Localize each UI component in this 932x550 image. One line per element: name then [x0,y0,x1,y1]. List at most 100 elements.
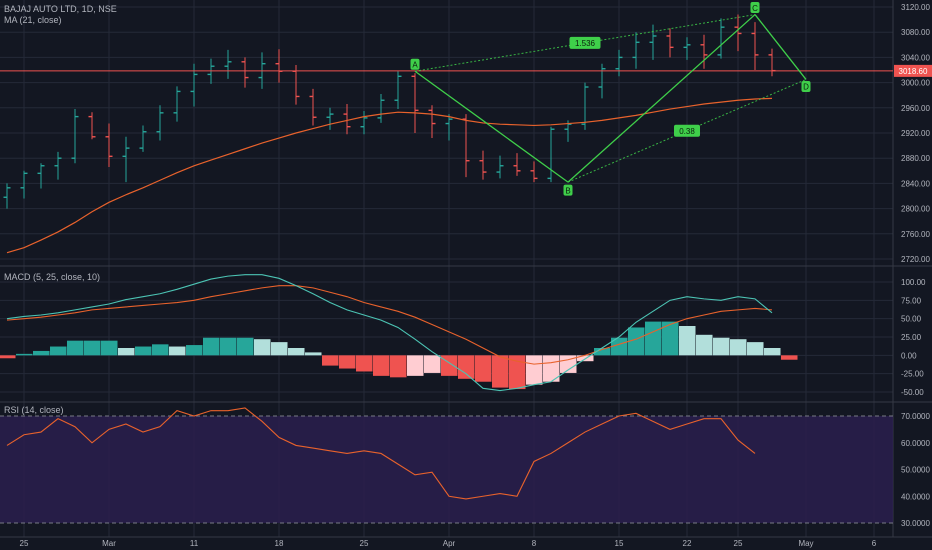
price-tick-label: 2760.00 [901,230,930,239]
time-tick-label: May [798,539,813,548]
pattern-leg [754,14,807,80]
macd-tick-label: 75.00 [901,296,922,305]
time-tick-label: 18 [275,539,284,548]
macd-histogram-bar [0,355,16,359]
macd-histogram-bar [271,342,288,356]
time-tick-label: 6 [872,539,877,548]
macd-tick-label: 0.00 [901,351,917,360]
macd-histogram-bar [186,345,203,356]
macd-histogram-bar [526,355,543,385]
macd-tick-label: -50.00 [901,388,924,397]
macd-tick-label: 25.00 [901,333,922,342]
macd-histogram-bar [16,353,33,356]
price-tick-label: 2800.00 [901,205,930,214]
rsi-legend: RSI (14, close) [4,405,64,415]
rsi-tick-label: 30.0000 [901,519,930,528]
ma-label: MA (21, close) [4,15,62,25]
macd-histogram-bar [220,337,237,356]
pattern-point-d-box [801,80,811,92]
rsi-tick-label: 70.0000 [901,412,930,421]
ratio-label-bd-box [674,124,700,137]
main-legend: BAJAJ AUTO LTD, 1D, NSE MA (21, close) [4,4,117,26]
macd-histogram-bar [390,355,407,378]
symbol-label: BAJAJ AUTO LTD, 1D, NSE [4,4,117,14]
price-tick-label: 2720.00 [901,255,930,264]
pattern-leg [414,70,569,183]
pattern-point-a-box [410,58,420,70]
pattern-point-c: C [752,4,758,13]
time-tick-label: 25 [734,539,743,548]
macd-histogram-bar [254,339,271,356]
macd-histogram-bar [50,346,67,356]
macd-histogram-bar [339,355,356,369]
macd-histogram-bar [441,355,458,376]
macd-histogram-bar [781,355,798,360]
time-tick-label: 15 [615,539,624,548]
price-tick-label: 2960.00 [901,104,930,113]
time-tick-label: 25 [20,539,29,548]
macd-histogram-bar [628,327,645,356]
macd-histogram-bar [645,321,662,356]
macd-tick-label: -25.00 [901,370,924,379]
rsi-tick-label: 50.0000 [901,466,930,475]
price-tick-label: 2880.00 [901,154,930,163]
last-price-label: 3018.60 [899,67,928,76]
macd-histogram-bar [747,342,764,356]
time-tick-label: 11 [190,539,199,548]
macd-histogram-bar [101,340,118,356]
macd-signal-line [6,285,773,365]
macd-histogram-bar [458,355,475,379]
price-tick-label: 3080.00 [901,28,930,37]
price-tick-label: 2920.00 [901,129,930,138]
macd-histogram-bar [424,355,441,373]
last-price-tag [894,64,932,77]
time-tick-label: Mar [102,539,116,548]
rsi-band [0,416,893,523]
macd-histogram-bar [84,340,101,356]
macd-histogram-bar [696,334,713,356]
macd-legend: MACD (5, 25, close, 10) [4,272,101,282]
time-tick-label: 25 [360,539,369,548]
time-tick-label: 8 [532,539,537,548]
macd-histogram-bar [33,350,50,356]
macd-histogram-bar [67,340,84,356]
macd-histogram-bar [679,326,696,356]
macd-tick-label: 100.00 [901,278,926,287]
time-tick-label: 22 [683,539,692,548]
pattern-point-c-box [750,2,760,14]
macd-histogram-bar [509,355,526,390]
macd-histogram-bar [237,337,254,356]
rsi-tick-label: 60.0000 [901,439,930,448]
ratio-label-ac: 1.536 [575,39,596,48]
macd-histogram-bar [475,355,492,382]
macd-histogram-bar [492,355,509,388]
price-tick-label: 3040.00 [901,53,930,62]
macd-histogram-bar [764,348,781,356]
macd-histogram-bar [662,321,679,356]
pattern-point-b-box [563,184,573,196]
macd-tick-label: 50.00 [901,315,922,324]
price-tick-label: 2840.00 [901,179,930,188]
pattern-point-d: D [803,83,809,92]
macd-histogram-bar [169,346,186,356]
macd-histogram-bar [152,344,169,356]
macd-line [6,274,773,392]
price-tick-label: 3120.00 [901,3,930,12]
ratio-label-bd: 0.38 [679,127,695,136]
macd-histogram-bar [713,337,730,356]
macd-histogram-bar [611,337,628,356]
macd-histogram-bar [322,355,339,366]
macd-histogram-bar [203,337,220,356]
macd-histogram-bar [356,355,373,372]
macd-histogram-bar [288,348,305,356]
macd-histogram-bar [594,348,611,356]
time-tick-label: Apr [443,539,456,548]
price-tick-label: 3000.00 [901,79,930,88]
macd-histogram-bar [560,355,577,373]
pattern-leg [567,14,756,183]
macd-histogram-bar [730,339,747,356]
macd-histogram-bar [305,352,322,356]
rsi-line [6,407,756,500]
macd-histogram-bar [373,355,390,376]
